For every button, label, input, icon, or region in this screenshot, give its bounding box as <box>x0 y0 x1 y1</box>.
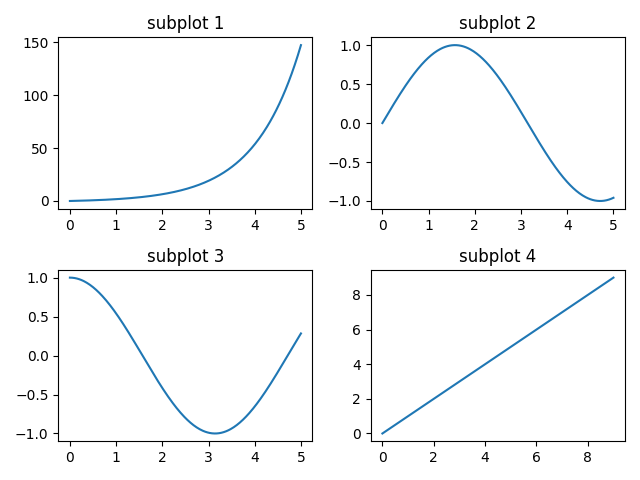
Title: subplot 4: subplot 4 <box>460 248 536 265</box>
Title: subplot 3: subplot 3 <box>147 248 224 265</box>
Title: subplot 2: subplot 2 <box>460 15 536 33</box>
Title: subplot 1: subplot 1 <box>147 15 224 33</box>
